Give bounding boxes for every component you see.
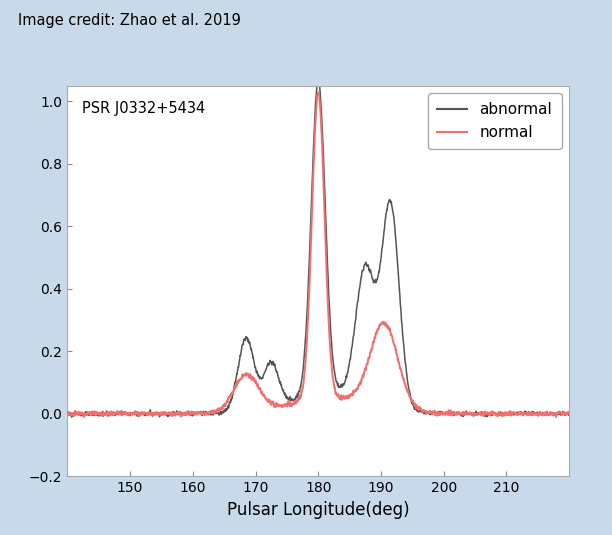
X-axis label: Pulsar Longitude(deg): Pulsar Longitude(deg) [227, 501, 409, 518]
Text: PSR J0332+5434: PSR J0332+5434 [83, 101, 206, 116]
Legend: abnormal, normal: abnormal, normal [428, 93, 562, 149]
Text: Image credit: Zhao et al. 2019: Image credit: Zhao et al. 2019 [18, 13, 241, 28]
